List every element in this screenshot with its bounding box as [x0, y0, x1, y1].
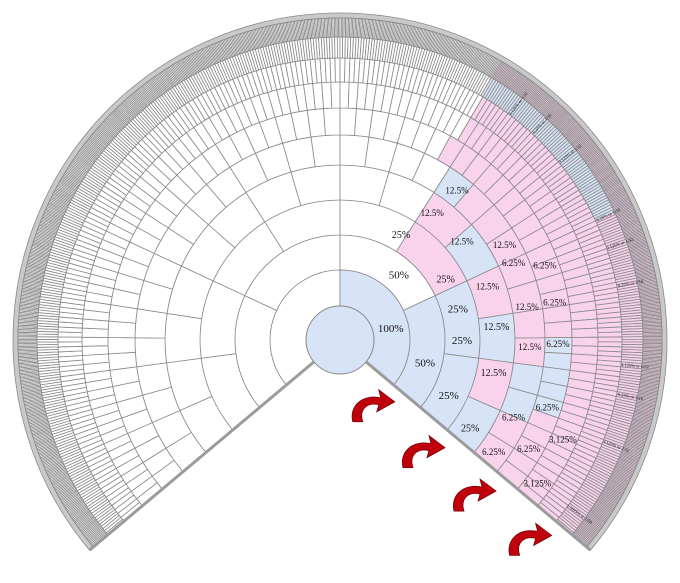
percentage-label: 12.5%	[481, 368, 507, 379]
percentage-label: 50%	[389, 269, 409, 281]
fan-cell	[134, 308, 168, 339]
percentage-label: 3.125%	[524, 479, 552, 489]
inheritance-arrows	[351, 388, 553, 556]
fan-cell	[330, 81, 341, 109]
percentage-label: 25%	[439, 390, 459, 402]
fan-cell	[323, 107, 341, 136]
percentage-label: 3.125%	[549, 434, 577, 444]
fan-cell	[134, 337, 167, 368]
red-arrow-icon	[452, 478, 497, 512]
highlight-cell-blue	[477, 312, 516, 364]
fan-edge-line	[88, 360, 315, 552]
percentage-label: 50%	[415, 358, 435, 370]
percentage-label: 6.25%	[502, 412, 526, 422]
highlight-cell-pink	[543, 320, 573, 339]
fan-cell	[321, 81, 333, 110]
red-arrow-icon	[508, 522, 553, 556]
percentage-label: 12.5%	[515, 302, 539, 312]
percentage-label: 6.25%	[543, 297, 567, 307]
percentage-label: 6.25%	[536, 403, 560, 413]
red-arrow-icon	[401, 434, 446, 469]
fan-cell	[310, 134, 341, 168]
fan-cell	[107, 320, 137, 339]
fan-cell	[339, 81, 350, 109]
outer-ring-label: 6.25% or 1/16	[618, 278, 645, 288]
fan-cell	[339, 134, 370, 168]
highlight-cell-pink	[597, 331, 623, 338]
highlight-cell-pink	[512, 308, 546, 339]
percentage-label: 12.5%	[493, 240, 517, 250]
highlight-cell-pink	[571, 336, 599, 347]
fan-cell	[339, 107, 357, 136]
fan-cell	[57, 336, 83, 343]
percentage-label: 6.25%	[482, 447, 506, 457]
percentage-label: 25%	[448, 303, 468, 315]
outer-ring-label: 6.25% or 1/16	[618, 392, 645, 402]
percentage-label: 25%	[436, 275, 454, 286]
percentage-label: 12.5%	[483, 322, 509, 333]
percentage-label: 25%	[452, 335, 472, 347]
self-circle	[305, 305, 375, 375]
percentage-label: 25%	[461, 423, 479, 434]
fan-cell	[164, 312, 203, 364]
percentage-label: 12.5%	[518, 342, 542, 352]
percentage-label: 12.5%	[450, 236, 474, 246]
fan-cell	[81, 345, 109, 356]
percentage-label: 6.25%	[533, 261, 557, 271]
percentage-label: 12.5%	[476, 281, 500, 291]
percentage-label: 12.5%	[445, 185, 469, 195]
fan-cell	[57, 341, 83, 348]
percentage-label: 12.5%	[421, 208, 445, 218]
percentage-label: 6.25%	[546, 339, 570, 349]
fan-cell	[336, 36, 341, 59]
fan-cell	[329, 57, 336, 83]
fan-cell	[107, 351, 138, 371]
fan-cell	[107, 337, 136, 355]
highlight-cell-pink	[571, 327, 599, 338]
fan-edge-line	[365, 360, 592, 552]
highlight-cell-pink	[570, 318, 599, 330]
fan-cell	[334, 57, 341, 83]
fan-grid-lines	[88, 360, 592, 552]
highlight-cell-pink	[597, 336, 623, 343]
red-arrow-icon	[351, 388, 396, 423]
percentage-label: 25%	[392, 230, 410, 241]
percentage-label: 6.25%	[517, 444, 541, 454]
percentage-label: 100%	[378, 323, 404, 335]
outer-ring-label: 3.125% or 1/32	[621, 362, 649, 369]
fan-cell	[81, 336, 109, 347]
fan-wedges	[12, 12, 668, 551]
percentage-label: 6.25%	[502, 258, 526, 268]
